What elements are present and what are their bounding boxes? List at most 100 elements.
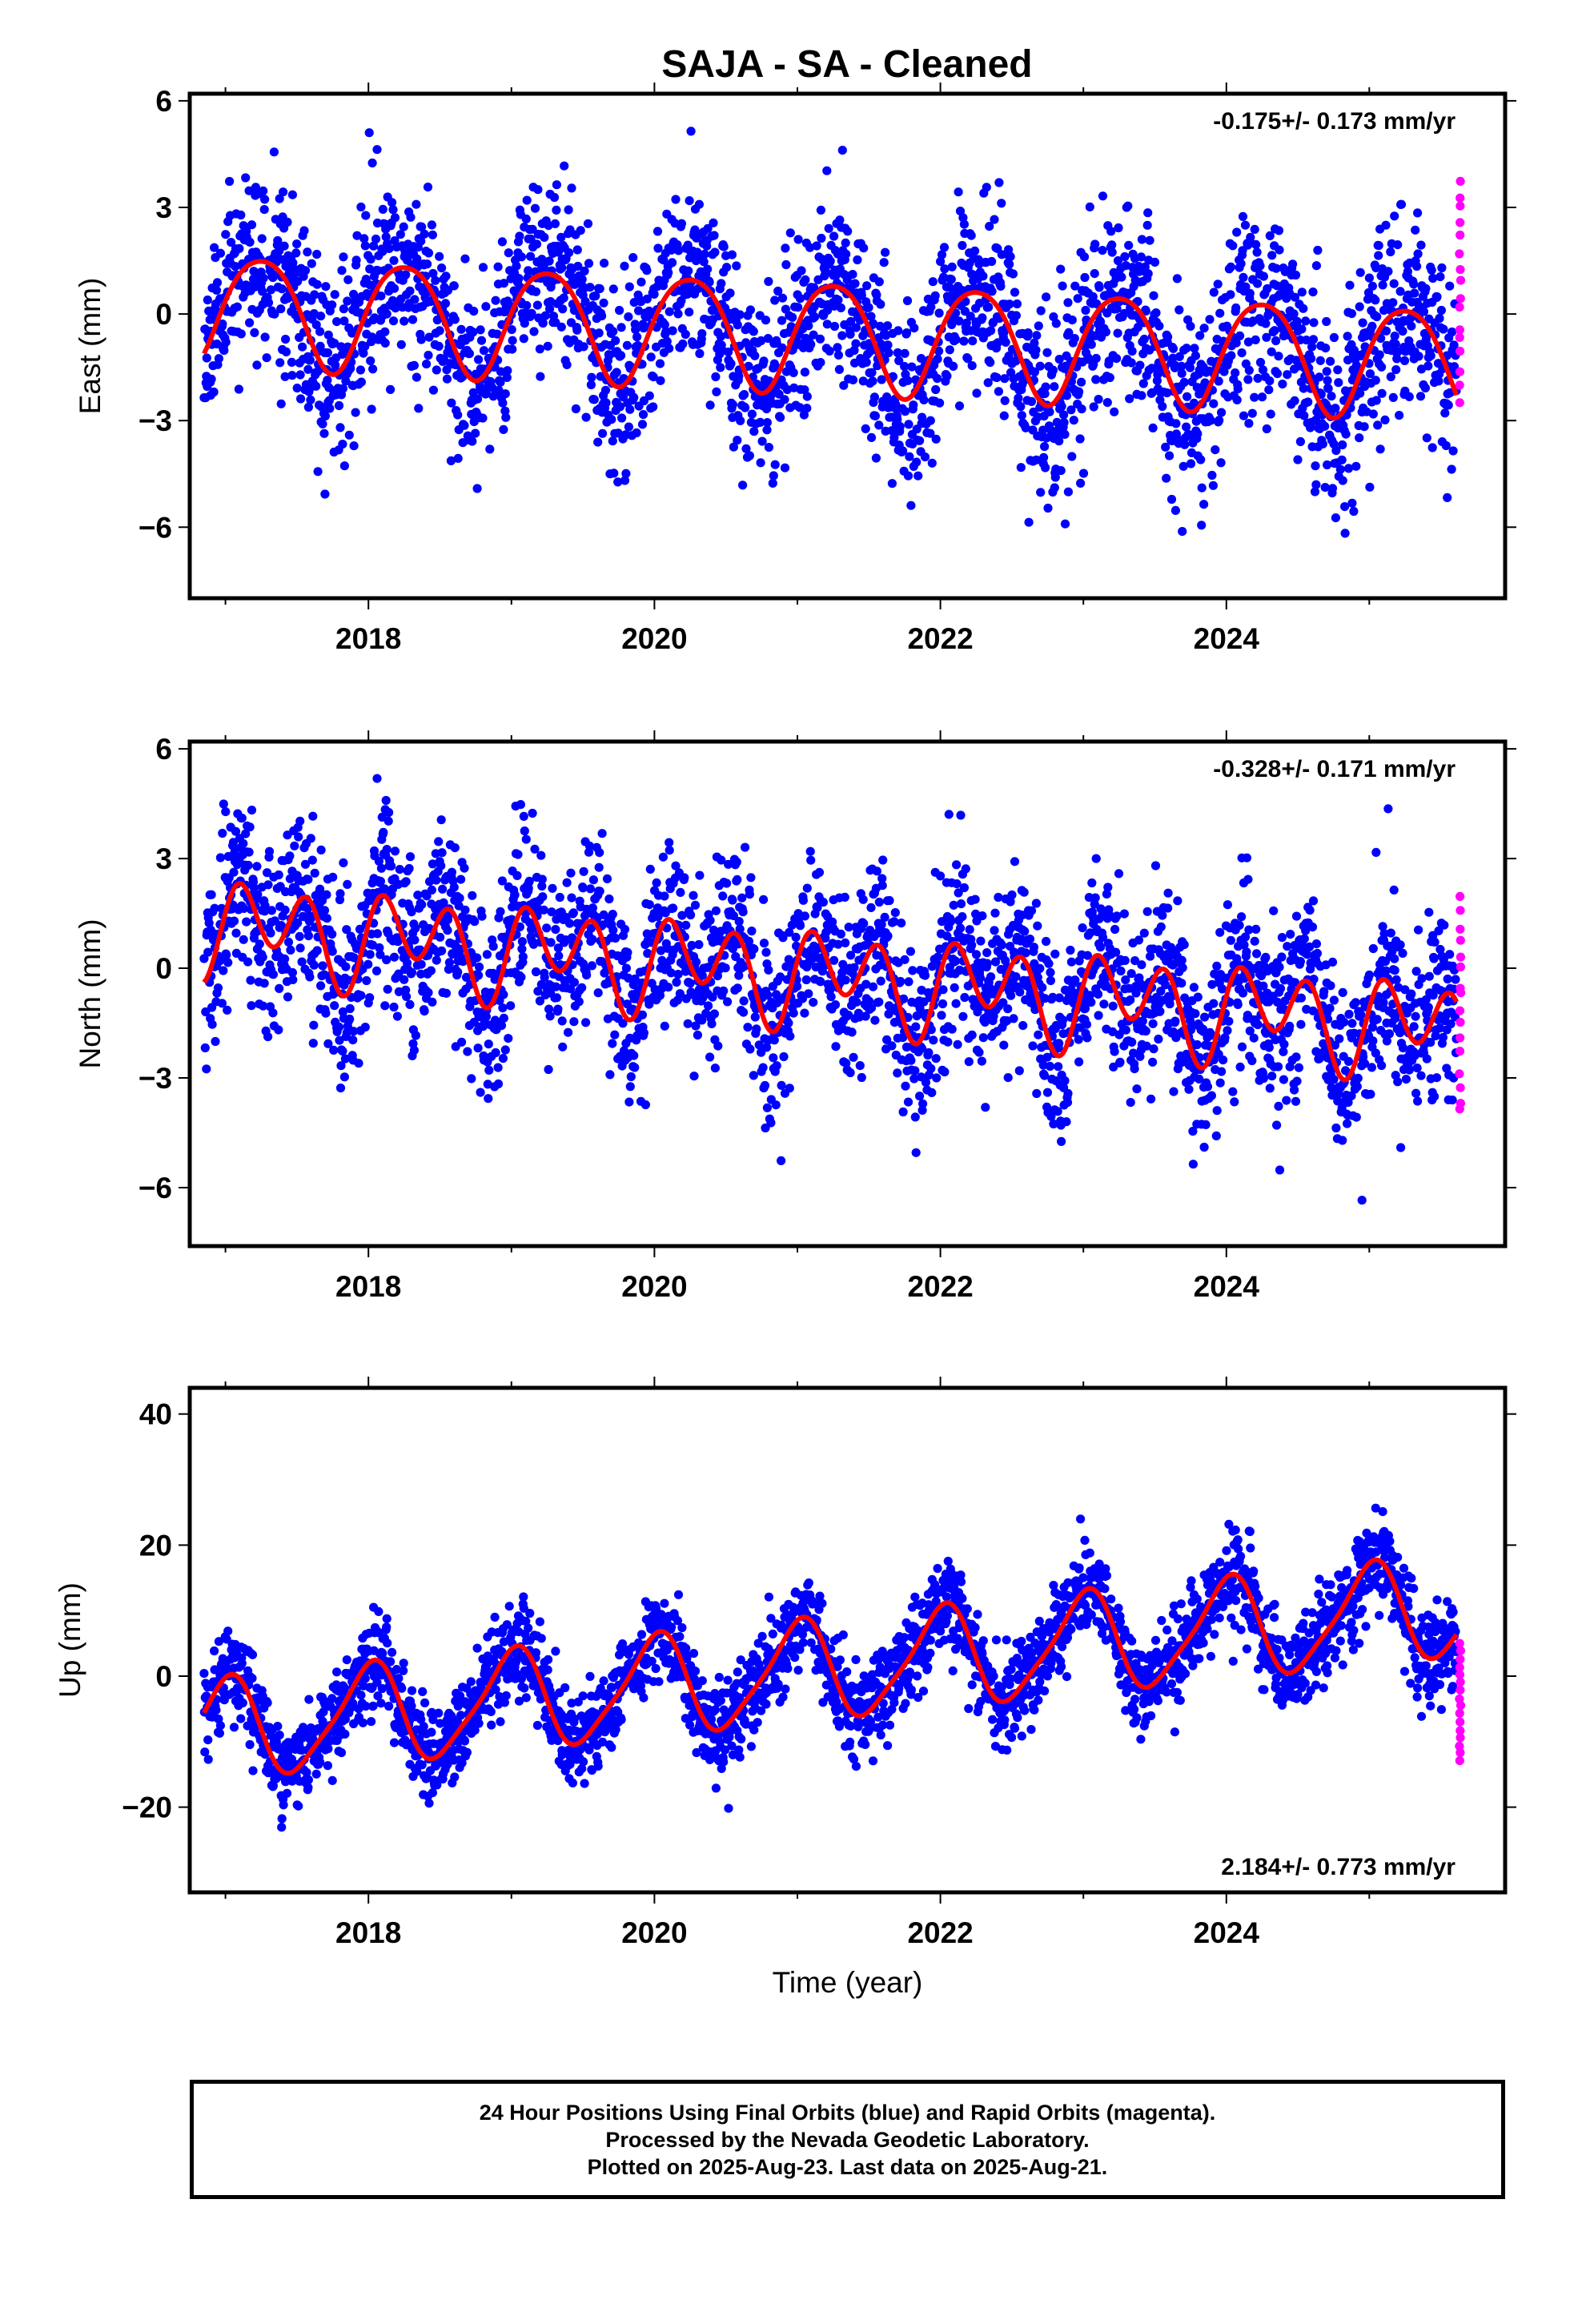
final-orbit-point bbox=[1025, 935, 1035, 944]
rapid-orbit-point bbox=[1456, 201, 1465, 211]
final-orbit-point bbox=[632, 332, 642, 342]
final-orbit-point bbox=[1054, 1039, 1064, 1048]
final-orbit-point bbox=[212, 278, 223, 287]
final-orbit-point bbox=[1163, 332, 1173, 342]
y-ticks bbox=[179, 99, 1516, 529]
final-orbit-point bbox=[994, 178, 1004, 187]
final-orbit-point bbox=[1090, 893, 1100, 903]
final-orbit-point bbox=[1033, 921, 1042, 931]
final-orbit-point bbox=[1101, 328, 1110, 337]
final-orbit-point bbox=[390, 846, 400, 856]
final-orbit-point bbox=[831, 1042, 841, 1051]
final-orbit-point bbox=[1099, 999, 1109, 1009]
final-orbit-point bbox=[930, 291, 940, 300]
final-orbit-point bbox=[644, 900, 654, 910]
final-orbit-point bbox=[1180, 440, 1190, 449]
final-orbit-point bbox=[745, 1044, 755, 1054]
final-orbit-point bbox=[668, 326, 677, 336]
final-orbit-point bbox=[1232, 395, 1242, 404]
final-orbit-point bbox=[1311, 461, 1320, 471]
final-orbit-point bbox=[482, 950, 492, 959]
y-axis-label: East (mm) bbox=[74, 278, 106, 415]
final-orbit-point bbox=[749, 427, 759, 436]
final-orbit-point bbox=[1108, 1001, 1118, 1011]
final-orbit-point bbox=[341, 376, 351, 386]
final-orbit-point bbox=[866, 903, 876, 912]
final-orbit-point bbox=[1110, 924, 1120, 935]
final-orbit-point bbox=[424, 987, 433, 998]
final-orbit-point bbox=[1119, 909, 1129, 919]
final-orbit-point bbox=[207, 890, 216, 899]
final-orbit-point bbox=[411, 1031, 421, 1040]
final-orbit-point bbox=[831, 271, 841, 280]
final-orbit-point bbox=[243, 860, 253, 870]
final-orbit-point bbox=[1127, 346, 1137, 356]
final-orbit-point bbox=[686, 127, 696, 136]
final-orbit-point bbox=[816, 205, 825, 215]
final-orbit-point bbox=[435, 251, 444, 261]
final-orbit-point bbox=[1032, 1088, 1042, 1099]
final-orbit-point bbox=[332, 317, 342, 327]
final-orbit-point bbox=[933, 354, 942, 364]
final-orbit-point bbox=[1262, 424, 1271, 434]
final-orbit-point bbox=[1024, 517, 1034, 527]
final-orbit-point bbox=[547, 907, 556, 917]
final-orbit-point bbox=[1082, 1019, 1091, 1029]
final-orbit-point bbox=[866, 312, 876, 321]
final-orbit-point bbox=[281, 335, 291, 344]
final-orbit-point bbox=[938, 985, 948, 995]
final-orbit-point bbox=[1166, 494, 1177, 505]
final-orbit-point bbox=[475, 962, 484, 972]
final-orbit-point bbox=[504, 1034, 513, 1043]
final-orbit-point bbox=[836, 303, 845, 312]
final-orbit-point bbox=[884, 348, 893, 358]
final-orbit-point bbox=[215, 248, 225, 258]
final-orbit-point bbox=[1250, 224, 1259, 234]
final-orbit-point bbox=[1042, 348, 1052, 357]
final-orbit-point bbox=[239, 838, 248, 848]
final-orbit-point bbox=[1080, 272, 1090, 283]
final-orbit-point bbox=[1315, 372, 1324, 382]
final-orbit-point bbox=[680, 873, 689, 883]
final-orbit-point bbox=[588, 935, 597, 944]
final-orbit-point bbox=[564, 248, 574, 258]
final-orbit-point bbox=[636, 277, 646, 287]
final-orbit-point bbox=[498, 1003, 508, 1013]
rapid-orbit-point bbox=[1455, 398, 1464, 408]
final-orbit-point bbox=[351, 408, 360, 417]
final-orbit-point bbox=[926, 428, 935, 438]
final-orbit-point bbox=[982, 183, 991, 192]
final-orbit-point bbox=[676, 887, 685, 897]
final-orbit-point bbox=[437, 263, 447, 273]
final-orbit-point bbox=[684, 266, 693, 275]
final-orbit-point bbox=[239, 935, 248, 944]
final-orbit-point bbox=[665, 846, 674, 855]
final-orbit-point bbox=[258, 952, 267, 962]
final-orbit-point bbox=[1070, 334, 1079, 344]
final-orbit-point bbox=[788, 312, 797, 322]
final-orbit-point bbox=[1161, 442, 1170, 452]
final-orbit-point bbox=[372, 929, 383, 939]
final-orbit-point bbox=[1231, 338, 1241, 348]
final-orbit-point bbox=[734, 372, 744, 381]
final-orbit-point bbox=[1278, 380, 1287, 389]
final-orbit-point bbox=[564, 919, 575, 928]
final-orbit-point bbox=[857, 1072, 866, 1083]
final-orbit-point bbox=[580, 296, 590, 307]
final-orbit-point bbox=[1044, 959, 1054, 968]
final-orbit-point bbox=[875, 321, 885, 331]
final-orbit-point bbox=[569, 978, 580, 987]
final-orbit-point bbox=[334, 1022, 344, 1032]
final-orbit-point bbox=[203, 947, 213, 957]
final-orbit-point bbox=[1050, 483, 1059, 493]
final-orbit-point bbox=[1371, 396, 1381, 405]
final-orbit-point bbox=[1014, 1066, 1024, 1076]
final-orbit-point bbox=[1237, 348, 1247, 358]
final-orbit-point bbox=[1174, 352, 1184, 361]
final-orbit-point bbox=[1355, 433, 1364, 443]
final-orbit-point bbox=[773, 286, 783, 296]
final-orbit-point bbox=[532, 300, 543, 310]
final-orbit-point bbox=[593, 437, 603, 447]
final-orbit-point bbox=[288, 975, 298, 984]
final-orbit-point bbox=[795, 403, 805, 412]
